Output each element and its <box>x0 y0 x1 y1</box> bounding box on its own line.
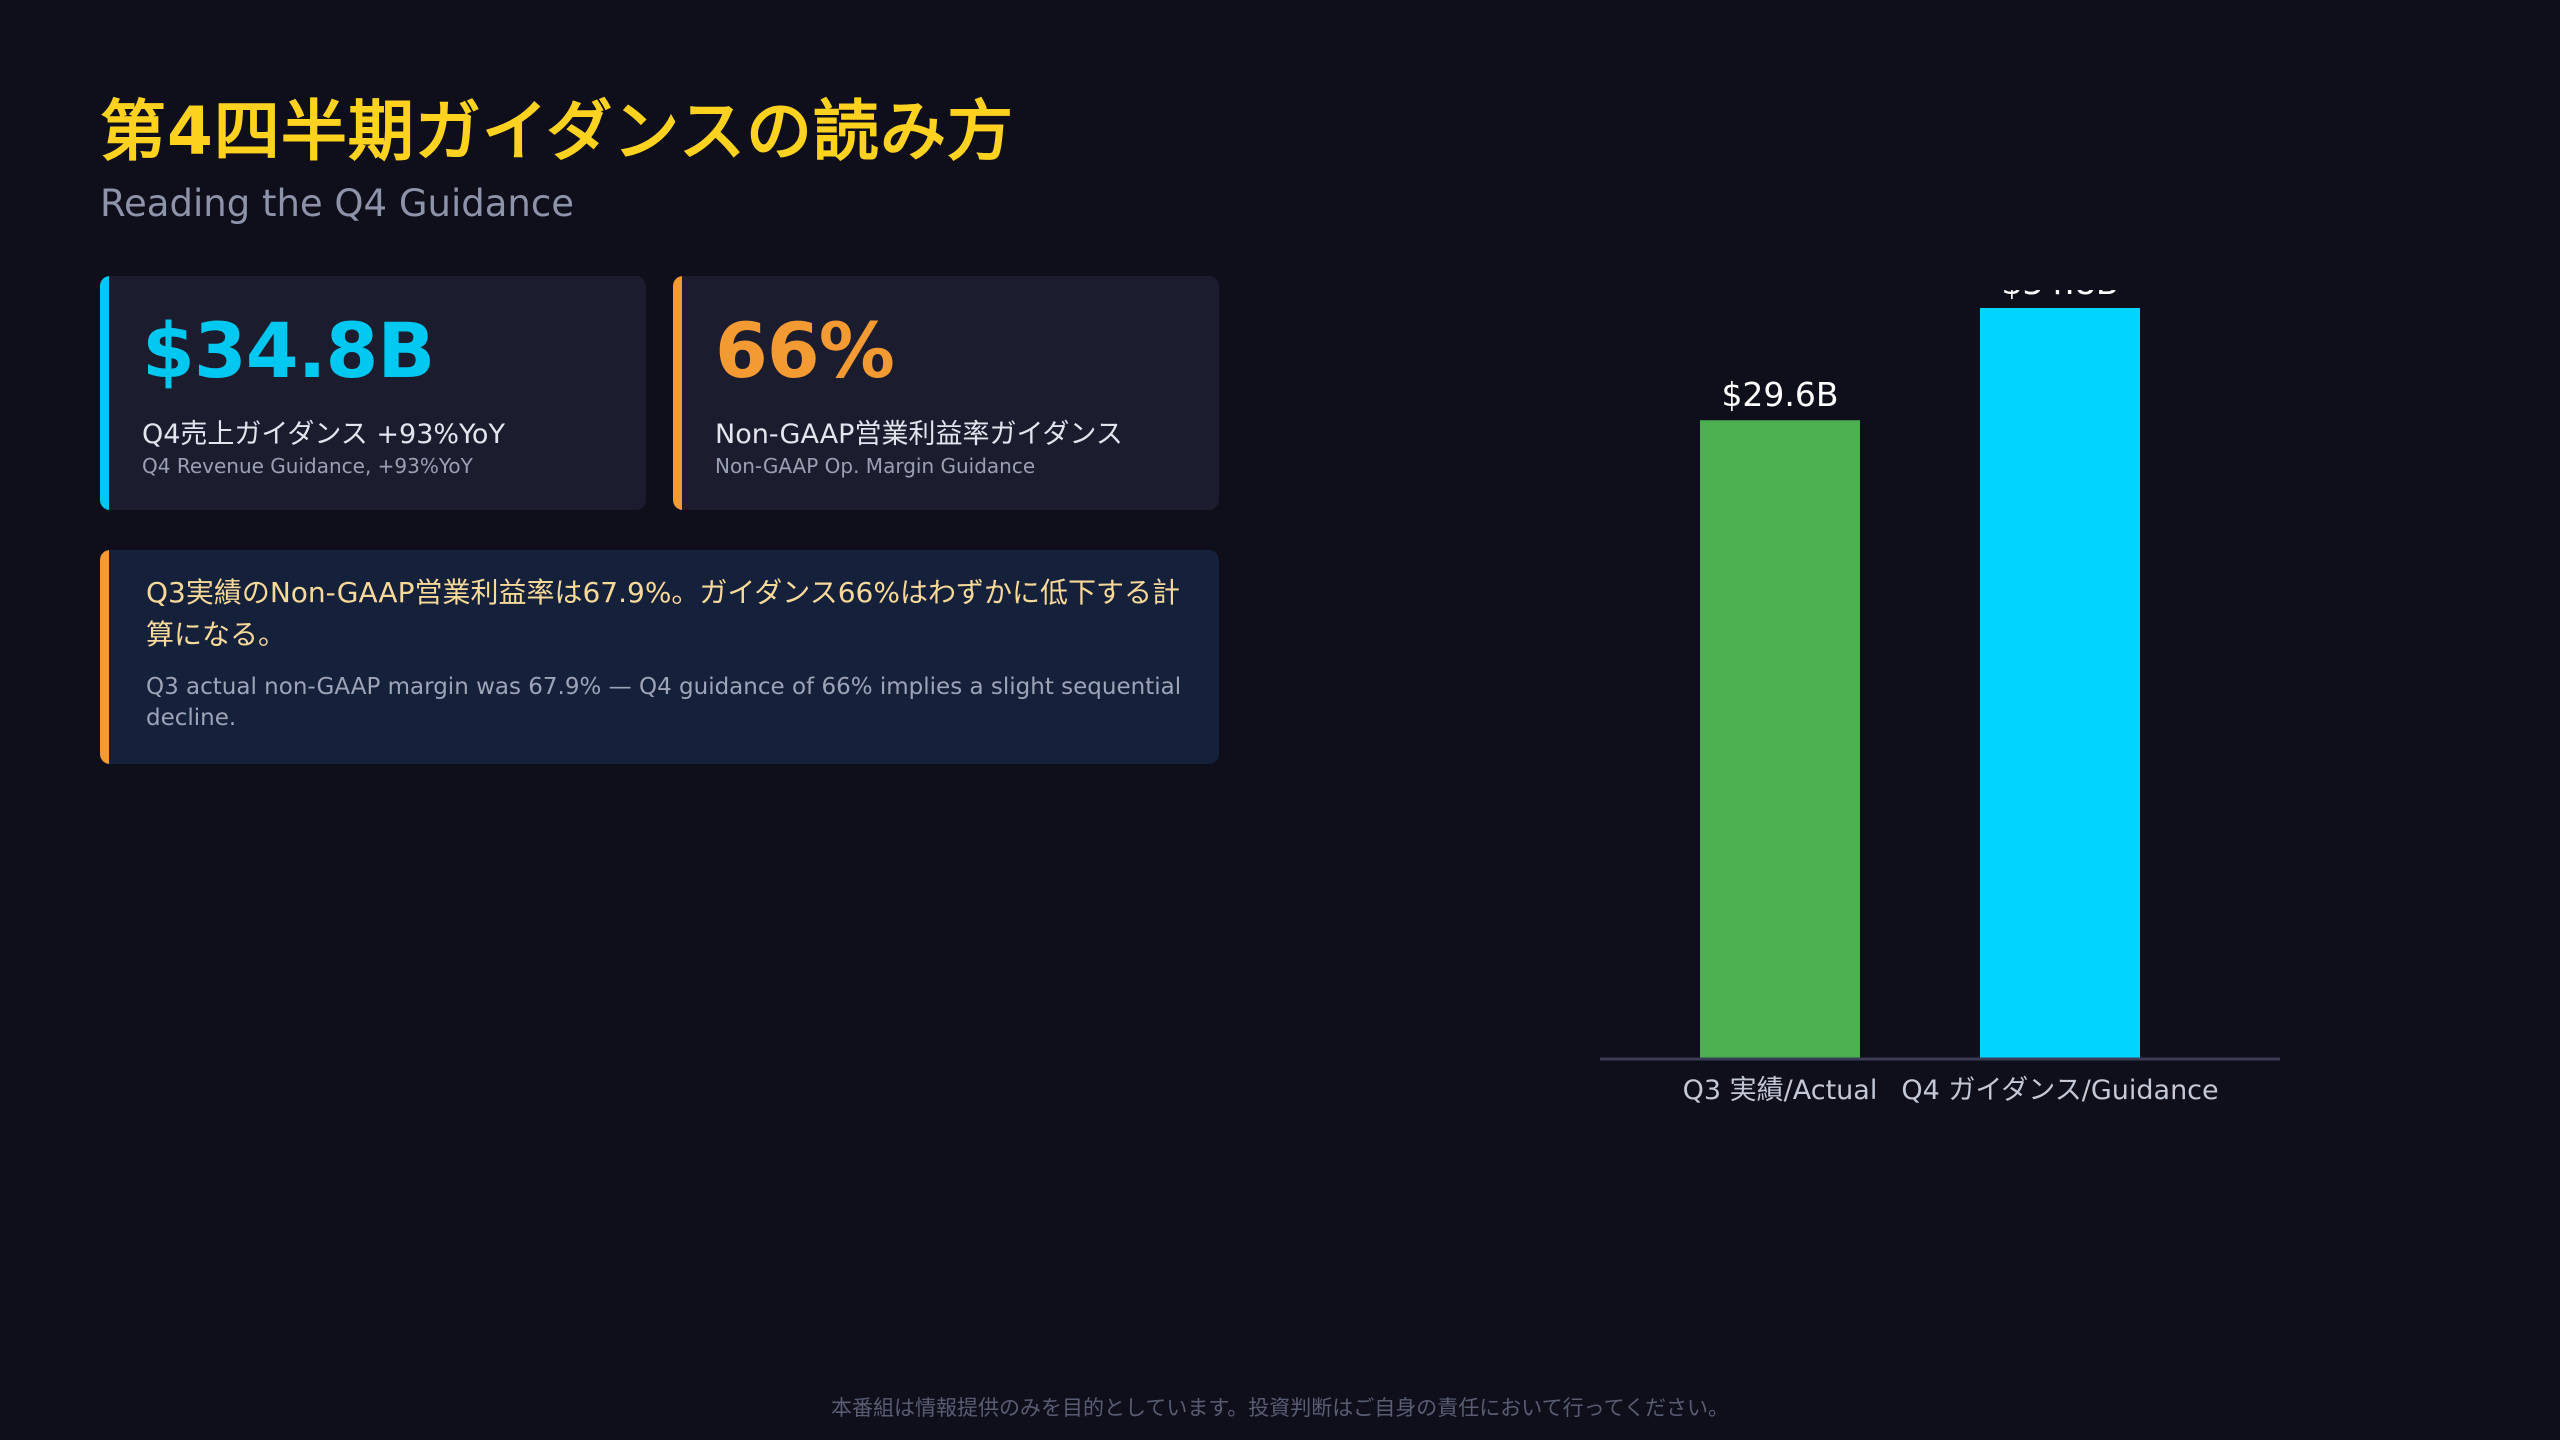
chart-tick-label-1: Q3 実績/Actual <box>1683 1075 1878 1106</box>
page-subtitle: Reading the Q4 Guidance <box>100 182 574 225</box>
chart-bar-1 <box>1700 420 1860 1059</box>
chart-data-label-1: $29.6B <box>1721 375 1838 414</box>
margin-guidance-label-en: Non-GAAP Op. Margin Guidance <box>715 454 1036 478</box>
note-text-ja: Q3実績のNon-GAAP営業利益率は67.9%。ガイダンス66%はわずかに低下… <box>146 576 1180 651</box>
revenue-guidance-value: $34.8B <box>142 306 435 395</box>
margin-note-callout: Q3実績のNon-GAAP営業利益率は67.9%。ガイダンス66%はわずかに低下… <box>100 550 1219 764</box>
margin-guidance-value: 66% <box>715 306 895 395</box>
revenue-guidance-card: $34.8B Q4売上ガイダンス +93%YoY Q4 Revenue Guid… <box>100 276 646 510</box>
note-accent-bar <box>100 550 109 764</box>
disclaimer-footer: 本番組は情報提供のみを目的としています。投資判断はご自身の責任において行ってくだ… <box>831 1396 1729 1420</box>
chart-bar-2 <box>1980 308 2140 1059</box>
revenue-guidance-label-ja: Q4売上ガイダンス +93%YoY <box>142 419 505 450</box>
card-accent-bar <box>673 276 682 510</box>
revenue-guidance-label-en: Q4 Revenue Guidance, +93%YoY <box>142 454 473 478</box>
page-title: 第4四半期ガイダンスの読み方 <box>100 93 1014 170</box>
chart-data-label-2: $34.8B <box>2001 290 2118 302</box>
note-text-en: Q3 actual non-GAAP margin was 67.9% — Q4… <box>146 674 1182 731</box>
revenue-bar-chart: $29.6B Q3 実績/Actual $34.8B Q4 ガイダンス/Guidanc… <box>1600 290 2280 1106</box>
chart-tick-label-2: Q4 ガイダンス/Guidance <box>1901 1075 2218 1106</box>
margin-guidance-label-ja: Non-GAAP営業利益率ガイダンス <box>715 419 1123 450</box>
card-accent-bar <box>100 276 109 510</box>
margin-guidance-card: 66% Non-GAAP営業利益率ガイダンス Non-GAAP Op. Marg… <box>673 276 1219 510</box>
